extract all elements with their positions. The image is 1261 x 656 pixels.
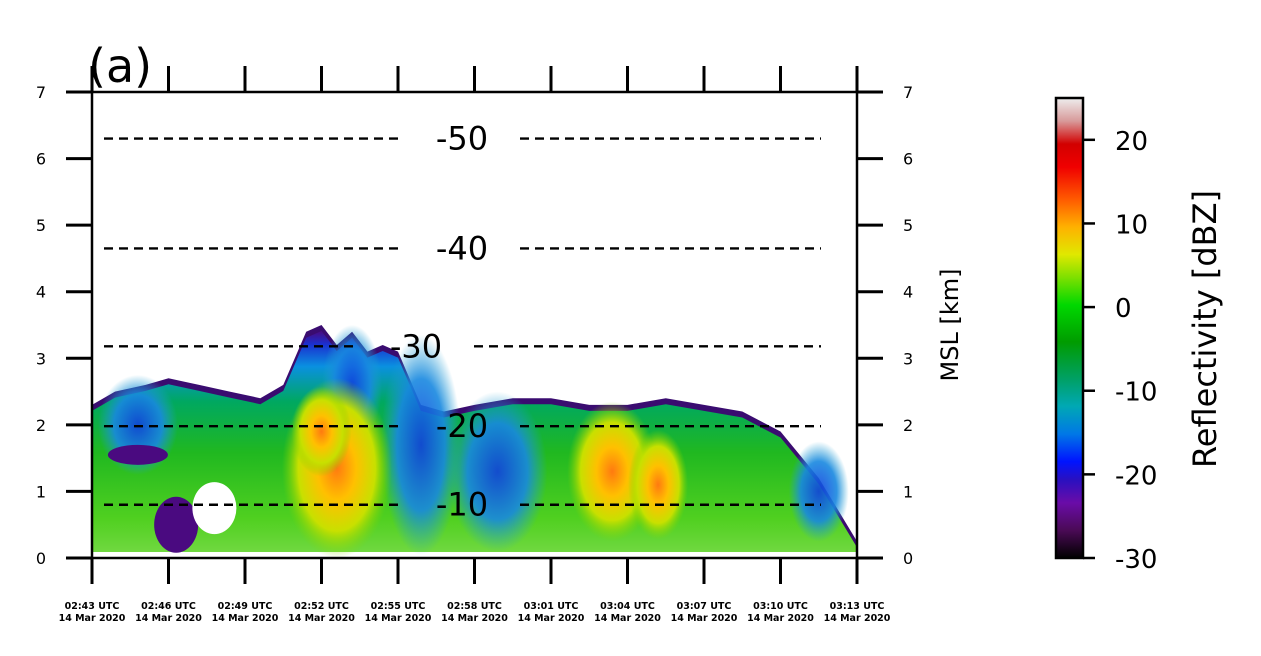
x-tick-label-date: 14 Mar 2020 — [288, 613, 355, 624]
x-tick-label-time: 03:10 UTC — [753, 601, 808, 612]
echo-weak-pocket — [154, 496, 199, 553]
echo-core — [291, 386, 352, 477]
echo-low-reflectivity — [447, 391, 548, 552]
y-tick-label-right: 7 — [903, 83, 913, 102]
y-tick-label-right: 1 — [903, 482, 913, 501]
y-tick-label-left: 7 — [36, 83, 46, 102]
x-tick-label-date: 14 Mar 2020 — [135, 613, 202, 624]
y-tick-label-right: 0 — [903, 549, 913, 568]
echo-gap — [192, 482, 237, 535]
y-tick-label-left: 6 — [36, 150, 46, 169]
x-tick-label-date: 14 Mar 2020 — [441, 613, 508, 624]
panel-label: (a) — [88, 39, 152, 93]
colorbar-tick-label: 0 — [1115, 294, 1132, 324]
x-tick-label-date: 14 Mar 2020 — [518, 613, 585, 624]
y-axis-left: 0 1 2 3 4 5 6 7 — [36, 83, 92, 568]
isotherm-label: -20 — [436, 407, 488, 445]
x-tick-label-time: 02:46 UTC — [141, 601, 196, 612]
isotherm-label: -10 — [436, 486, 488, 524]
x-tick-label-date: 14 Mar 2020 — [824, 613, 891, 624]
y-axis-label: MSL [km] — [936, 269, 964, 382]
x-tick-label-time: 02:52 UTC — [294, 601, 349, 612]
y-tick-label-right: 2 — [903, 416, 913, 435]
colorbar-tick-label: -30 — [1115, 545, 1157, 575]
x-tick-label-time: 03:04 UTC — [600, 601, 655, 612]
x-tick-label-time: 02:58 UTC — [447, 601, 502, 612]
colorbar-tick-label: 20 — [1115, 127, 1148, 157]
x-tick-label-time: 03:07 UTC — [677, 601, 732, 612]
colorbar-tick-label: -10 — [1115, 378, 1157, 408]
x-tick-label-time: 03:01 UTC — [524, 601, 579, 612]
x-tick-label-time: 02:55 UTC — [371, 601, 426, 612]
colorbar-label: Reflectivity [dBZ] — [1186, 190, 1224, 468]
y-tick-label-left: 3 — [36, 349, 46, 368]
isotherm-label: -40 — [436, 229, 488, 267]
isotherm-label: -50 — [436, 120, 488, 158]
y-tick-label-left: 4 — [36, 283, 46, 302]
colorbar-tick-label: 10 — [1115, 210, 1148, 240]
x-tick-label-date: 14 Mar 2020 — [747, 613, 814, 624]
x-tick-label-time: 02:43 UTC — [65, 601, 120, 612]
y-tick-label-left: 0 — [36, 549, 46, 568]
isotherm-label: -30 — [390, 327, 442, 365]
x-tick-label-date: 14 Mar 2020 — [594, 613, 661, 624]
x-tick-label-time: 02:49 UTC — [218, 601, 273, 612]
reflectivity-echo — [92, 324, 857, 558]
x-tick-label-date: 14 Mar 2020 — [671, 613, 738, 624]
y-axis-right: 0 1 2 3 4 5 6 7 — [857, 83, 913, 568]
y-tick-label-right: 4 — [903, 283, 913, 302]
echo-weak-pocket — [107, 444, 168, 465]
x-tick-label-date: 14 Mar 2020 — [365, 613, 432, 624]
x-tick-label-date: 14 Mar 2020 — [212, 613, 279, 624]
x-tick-label-time: 03:13 UTC — [830, 601, 885, 612]
colorbar-tick-label: -20 — [1115, 461, 1157, 491]
y-tick-label-right: 5 — [903, 216, 913, 235]
echo-low-reflectivity — [788, 441, 849, 542]
y-tick-label-left: 1 — [36, 482, 46, 501]
isotherm-lines: -10 -20 -30 -40 -50 — [104, 120, 821, 524]
y-tick-label-left: 5 — [36, 216, 46, 235]
colorbar — [1054, 96, 1085, 560]
y-tick-label-right: 3 — [903, 349, 913, 368]
colorbar-ticks: -30 -20 -10 0 10 20 — [1083, 127, 1157, 575]
x-tick-label-date: 14 Mar 2020 — [59, 613, 126, 624]
y-tick-label-right: 6 — [903, 150, 913, 169]
echo-core — [628, 429, 689, 540]
echo-low-reflectivity — [380, 334, 461, 555]
y-tick-label-left: 2 — [36, 416, 46, 435]
